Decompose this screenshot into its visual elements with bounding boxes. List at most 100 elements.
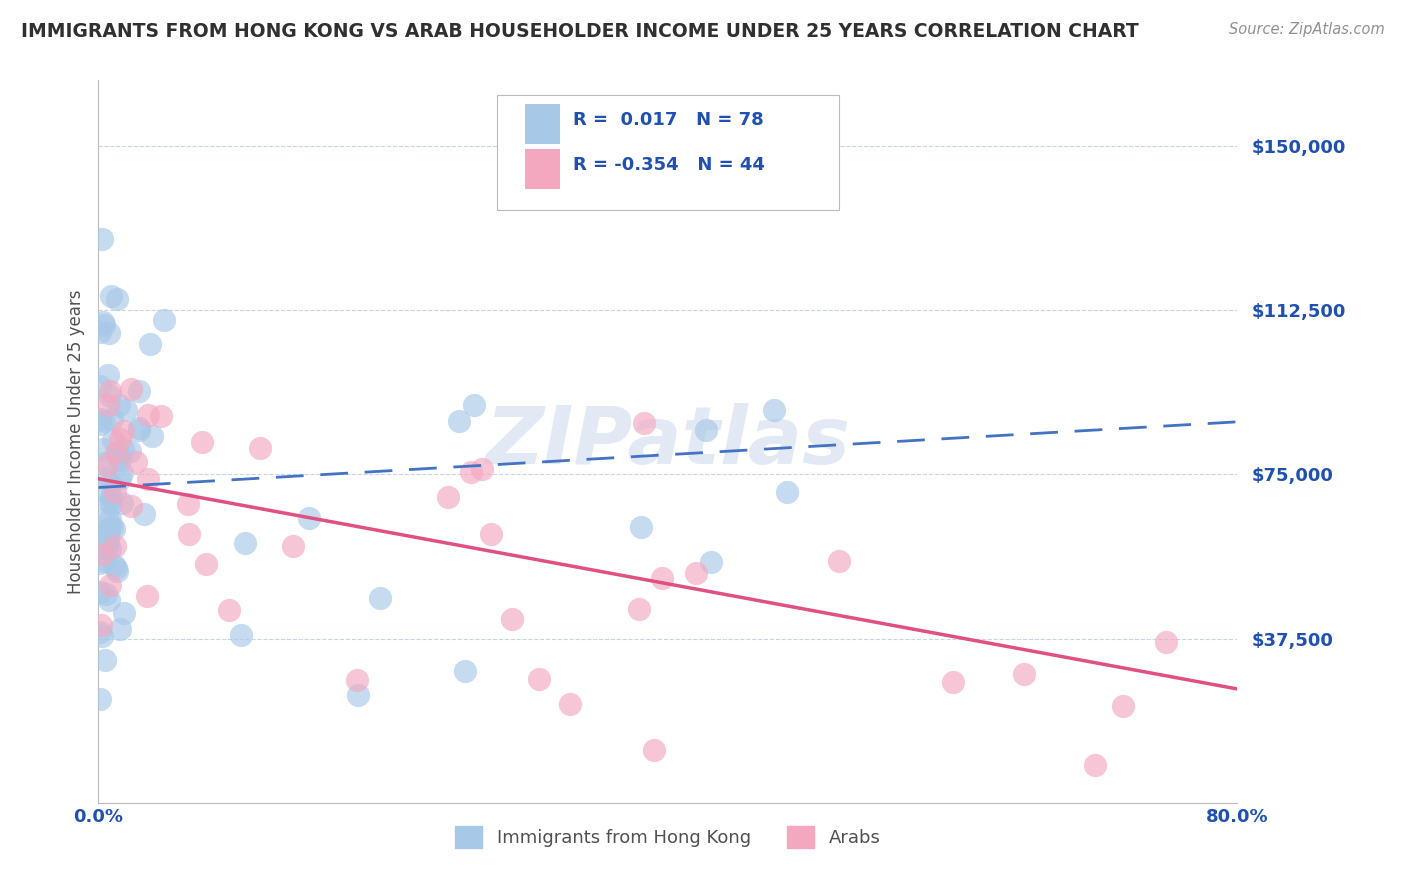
Point [112,442,135,457]
Point [218,603,240,617]
Point [346,688,368,702]
Point [107,450,129,464]
Point [1084,757,1107,772]
Point [110,467,132,481]
Point [96,587,118,601]
Point [98,541,121,556]
Point [97,593,120,607]
Point [370,591,392,605]
Bar [526,104,560,144]
Point [501,612,523,626]
Bar [526,149,560,189]
Text: R =  0.017   N = 78: R = 0.017 N = 78 [574,111,763,129]
Point [107,446,129,460]
Point [93,553,115,567]
Point [98,389,121,403]
Point [249,442,271,456]
Point [93,457,115,471]
Point [1012,667,1035,681]
Point [695,423,717,437]
Point [89,379,111,393]
Point [558,698,581,712]
Point [105,292,128,306]
Point [100,384,122,399]
Point [112,424,135,438]
Point [633,417,655,431]
Point [104,485,127,500]
Point [98,512,121,526]
Point [150,409,173,423]
Point [110,622,132,636]
Point [94,653,117,667]
Text: ZIPatlas: ZIPatlas [485,402,851,481]
Point [283,539,305,553]
Text: Source: ZipAtlas.com: Source: ZipAtlas.com [1229,22,1385,37]
Point [107,399,129,413]
Text: R = -0.354   N = 44: R = -0.354 N = 44 [574,156,765,174]
Point [128,421,150,435]
Point [97,533,120,547]
Point [700,556,723,570]
Point [125,455,148,469]
Point [97,326,120,340]
Point [195,557,218,571]
Point [120,382,142,396]
Point [98,494,121,508]
Point [942,674,965,689]
FancyBboxPatch shape [498,95,839,211]
Point [93,414,115,428]
Point [1112,698,1135,713]
Point [118,443,141,458]
Point [177,496,200,510]
Point [96,458,118,473]
Point [231,628,253,642]
Point [104,561,127,575]
Point [91,232,114,246]
Point [89,585,111,599]
Point [100,490,122,504]
Point [91,315,114,329]
Point [120,499,142,513]
Point [104,540,127,554]
Point [105,564,128,578]
Point [97,486,120,500]
Point [97,398,120,412]
Point [96,541,118,555]
Point [134,508,156,522]
Point [136,408,159,422]
Point [630,520,652,534]
Point [90,629,112,643]
Point [91,442,114,456]
Point [685,566,707,580]
Point [346,673,368,688]
Legend: Immigrants from Hong Kong, Arabs: Immigrants from Hong Kong, Arabs [449,819,887,855]
Point [447,413,470,427]
Point [471,462,494,476]
Y-axis label: Householder Income Under 25 years: Householder Income Under 25 years [66,289,84,594]
Point [97,523,120,537]
Point [108,453,131,467]
Point [460,465,482,479]
Point [101,412,124,426]
Point [90,412,112,426]
Point [90,618,112,632]
Point [527,672,550,686]
Point [141,428,163,442]
Point [828,553,851,567]
Point [651,571,673,585]
Point [96,510,118,524]
Point [111,496,134,510]
Point [191,434,214,449]
Point [628,602,651,616]
Point [100,289,122,303]
Point [97,521,120,535]
Point [94,471,117,485]
Point [98,578,121,592]
Point [101,433,124,447]
Point [97,537,120,551]
Point [103,558,125,573]
Point [298,511,321,525]
Point [89,326,111,340]
Point [108,432,131,446]
Point [136,590,159,604]
